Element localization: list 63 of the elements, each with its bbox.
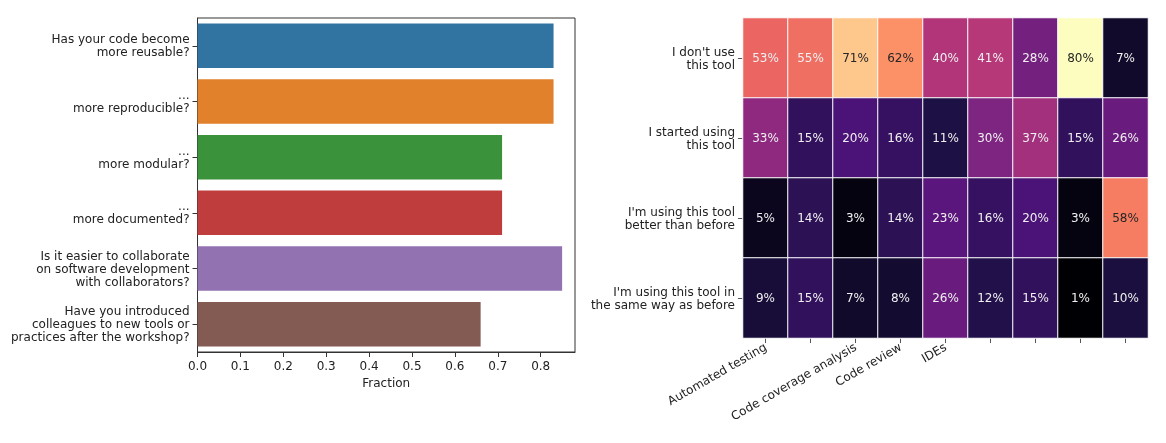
data-label: 53%	[752, 51, 779, 65]
y-tick-label: Has your code become more reusable?	[51, 32, 190, 60]
x-tick-label: 0.7	[488, 359, 508, 373]
data-label: 9%	[755, 291, 776, 305]
data-label: 26%	[1112, 131, 1139, 145]
data-label: 3%	[1070, 211, 1091, 225]
data-label: 16%	[887, 131, 914, 145]
data-label: 12%	[977, 291, 1004, 305]
data-label: 1%	[1070, 291, 1091, 305]
y-tick-label: Is it easier to collaborate on software development with collaborators?	[36, 248, 190, 289]
data-label: 14%	[797, 211, 824, 225]
data-label: 20%	[842, 131, 869, 145]
data-label: 30%	[977, 131, 1004, 145]
data-label: 7%	[1115, 51, 1136, 65]
y-tick-label: ... more documented?	[72, 199, 190, 227]
data-label: 7%	[845, 291, 866, 305]
y-tick-label: Have you introduced colleagues to new tools or practices after the workshop?	[10, 304, 190, 345]
data-label: 71%	[842, 51, 869, 65]
data-label: 80%	[1067, 51, 1094, 65]
data-label: 41%	[977, 51, 1004, 65]
data-label: 3%	[845, 211, 866, 225]
bar	[197, 79, 554, 124]
x-tick-label: 0.6	[445, 359, 465, 373]
y-tick-label: I started using this tool	[648, 124, 735, 152]
data-label: 23%	[932, 211, 959, 225]
data-label: 15%	[797, 291, 824, 305]
data-label: 10%	[1112, 291, 1139, 305]
bar	[197, 301, 481, 347]
data-label: 20%	[1022, 211, 1049, 225]
y-tick-label: ... more modular?	[98, 143, 190, 171]
bar	[197, 246, 563, 291]
x-tick-label: IDEs	[918, 339, 949, 366]
data-label: 15%	[1022, 291, 1049, 305]
data-label: 16%	[977, 211, 1004, 225]
data-label: 15%	[797, 131, 824, 145]
bar	[197, 190, 503, 236]
data-label: 37%	[1022, 131, 1049, 145]
y-tick-label: I don't use this tool	[672, 44, 735, 72]
x-axis-title: Fraction	[362, 375, 411, 390]
y-tick-label: I'm using this tool in the same way as before	[590, 284, 735, 312]
data-label: 55%	[797, 51, 824, 65]
x-tick-label: 0.0	[187, 359, 208, 373]
bar	[197, 23, 554, 69]
data-label: 15%	[1067, 131, 1094, 145]
data-label: 58%	[1112, 211, 1139, 225]
data-label: 28%	[1022, 51, 1049, 65]
x-tick-label: 0.5	[402, 359, 422, 373]
x-tick-label: 0.4	[359, 359, 379, 373]
x-tick-label: 0.3	[316, 359, 336, 373]
data-label: 5%	[755, 211, 776, 225]
y-tick-label: I'm using this tool better than before	[624, 204, 735, 232]
x-tick-label: 0.8	[531, 359, 551, 373]
data-label: 33%	[752, 131, 779, 145]
data-label: 11%	[932, 131, 959, 145]
data-label: 40%	[932, 51, 959, 65]
data-label: 8%	[890, 291, 911, 305]
data-label: 62%	[887, 51, 914, 65]
bar	[197, 134, 503, 180]
y-tick-label: ... more reproducible?	[73, 88, 190, 115]
data-label: 14%	[887, 211, 914, 225]
data-label: 26%	[932, 291, 959, 305]
x-tick-label: 0.1	[230, 359, 250, 373]
x-tick-label: 0.2	[273, 359, 293, 373]
